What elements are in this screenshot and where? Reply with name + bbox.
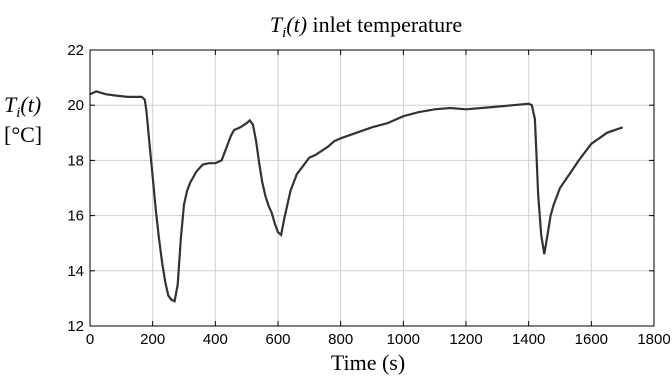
x-tick-label: 1000: [387, 331, 420, 348]
y-tick-label: 14: [67, 263, 84, 280]
x-tick-label: 800: [328, 331, 353, 348]
x-tick-label: 200: [140, 331, 165, 348]
x-axis-label: Time (s): [331, 350, 405, 375]
y-tick-label: 16: [67, 208, 84, 225]
y-axis-label-arg: (t): [20, 92, 41, 117]
grid-lines: [89, 49, 655, 327]
x-tick-label: 1200: [449, 331, 482, 348]
y-tick-label: 18: [67, 152, 84, 169]
y-axis-label-line1: Ti(t): [4, 92, 41, 121]
x-tick-label: 600: [265, 331, 290, 348]
y-axis-label-unit: [°C]: [4, 122, 42, 147]
y-tick-label: 22: [67, 42, 84, 59]
x-tick-label: 400: [203, 331, 228, 348]
y-tick-label: 12: [67, 318, 84, 335]
x-tick-label: 1600: [575, 331, 608, 348]
chart-title-arg: (t): [286, 12, 307, 37]
plot-frame: [89, 49, 655, 327]
x-tick-label: 1800: [637, 331, 670, 348]
y-axis-label-symbol: T: [4, 92, 18, 117]
y-tick-label: 20: [67, 97, 84, 114]
chart-title-subscript: i: [282, 25, 286, 41]
x-tick-label: 0: [86, 331, 94, 348]
plot-area: [89, 90, 624, 303]
y-axis-label-subscript: i: [16, 105, 20, 121]
chart-title: Ti(t) inlet temperature: [270, 12, 462, 41]
chart-title-rest: inlet temperature: [307, 12, 462, 37]
chart-title-symbol: T: [270, 12, 284, 37]
series-line-inlet-temperature: [89, 90, 624, 303]
x-tick-label: 1400: [512, 331, 545, 348]
axis-ticks: 0 200 400 600 800 1000 1200 1400 1600 1800 12 14 16 1…: [67, 42, 670, 348]
